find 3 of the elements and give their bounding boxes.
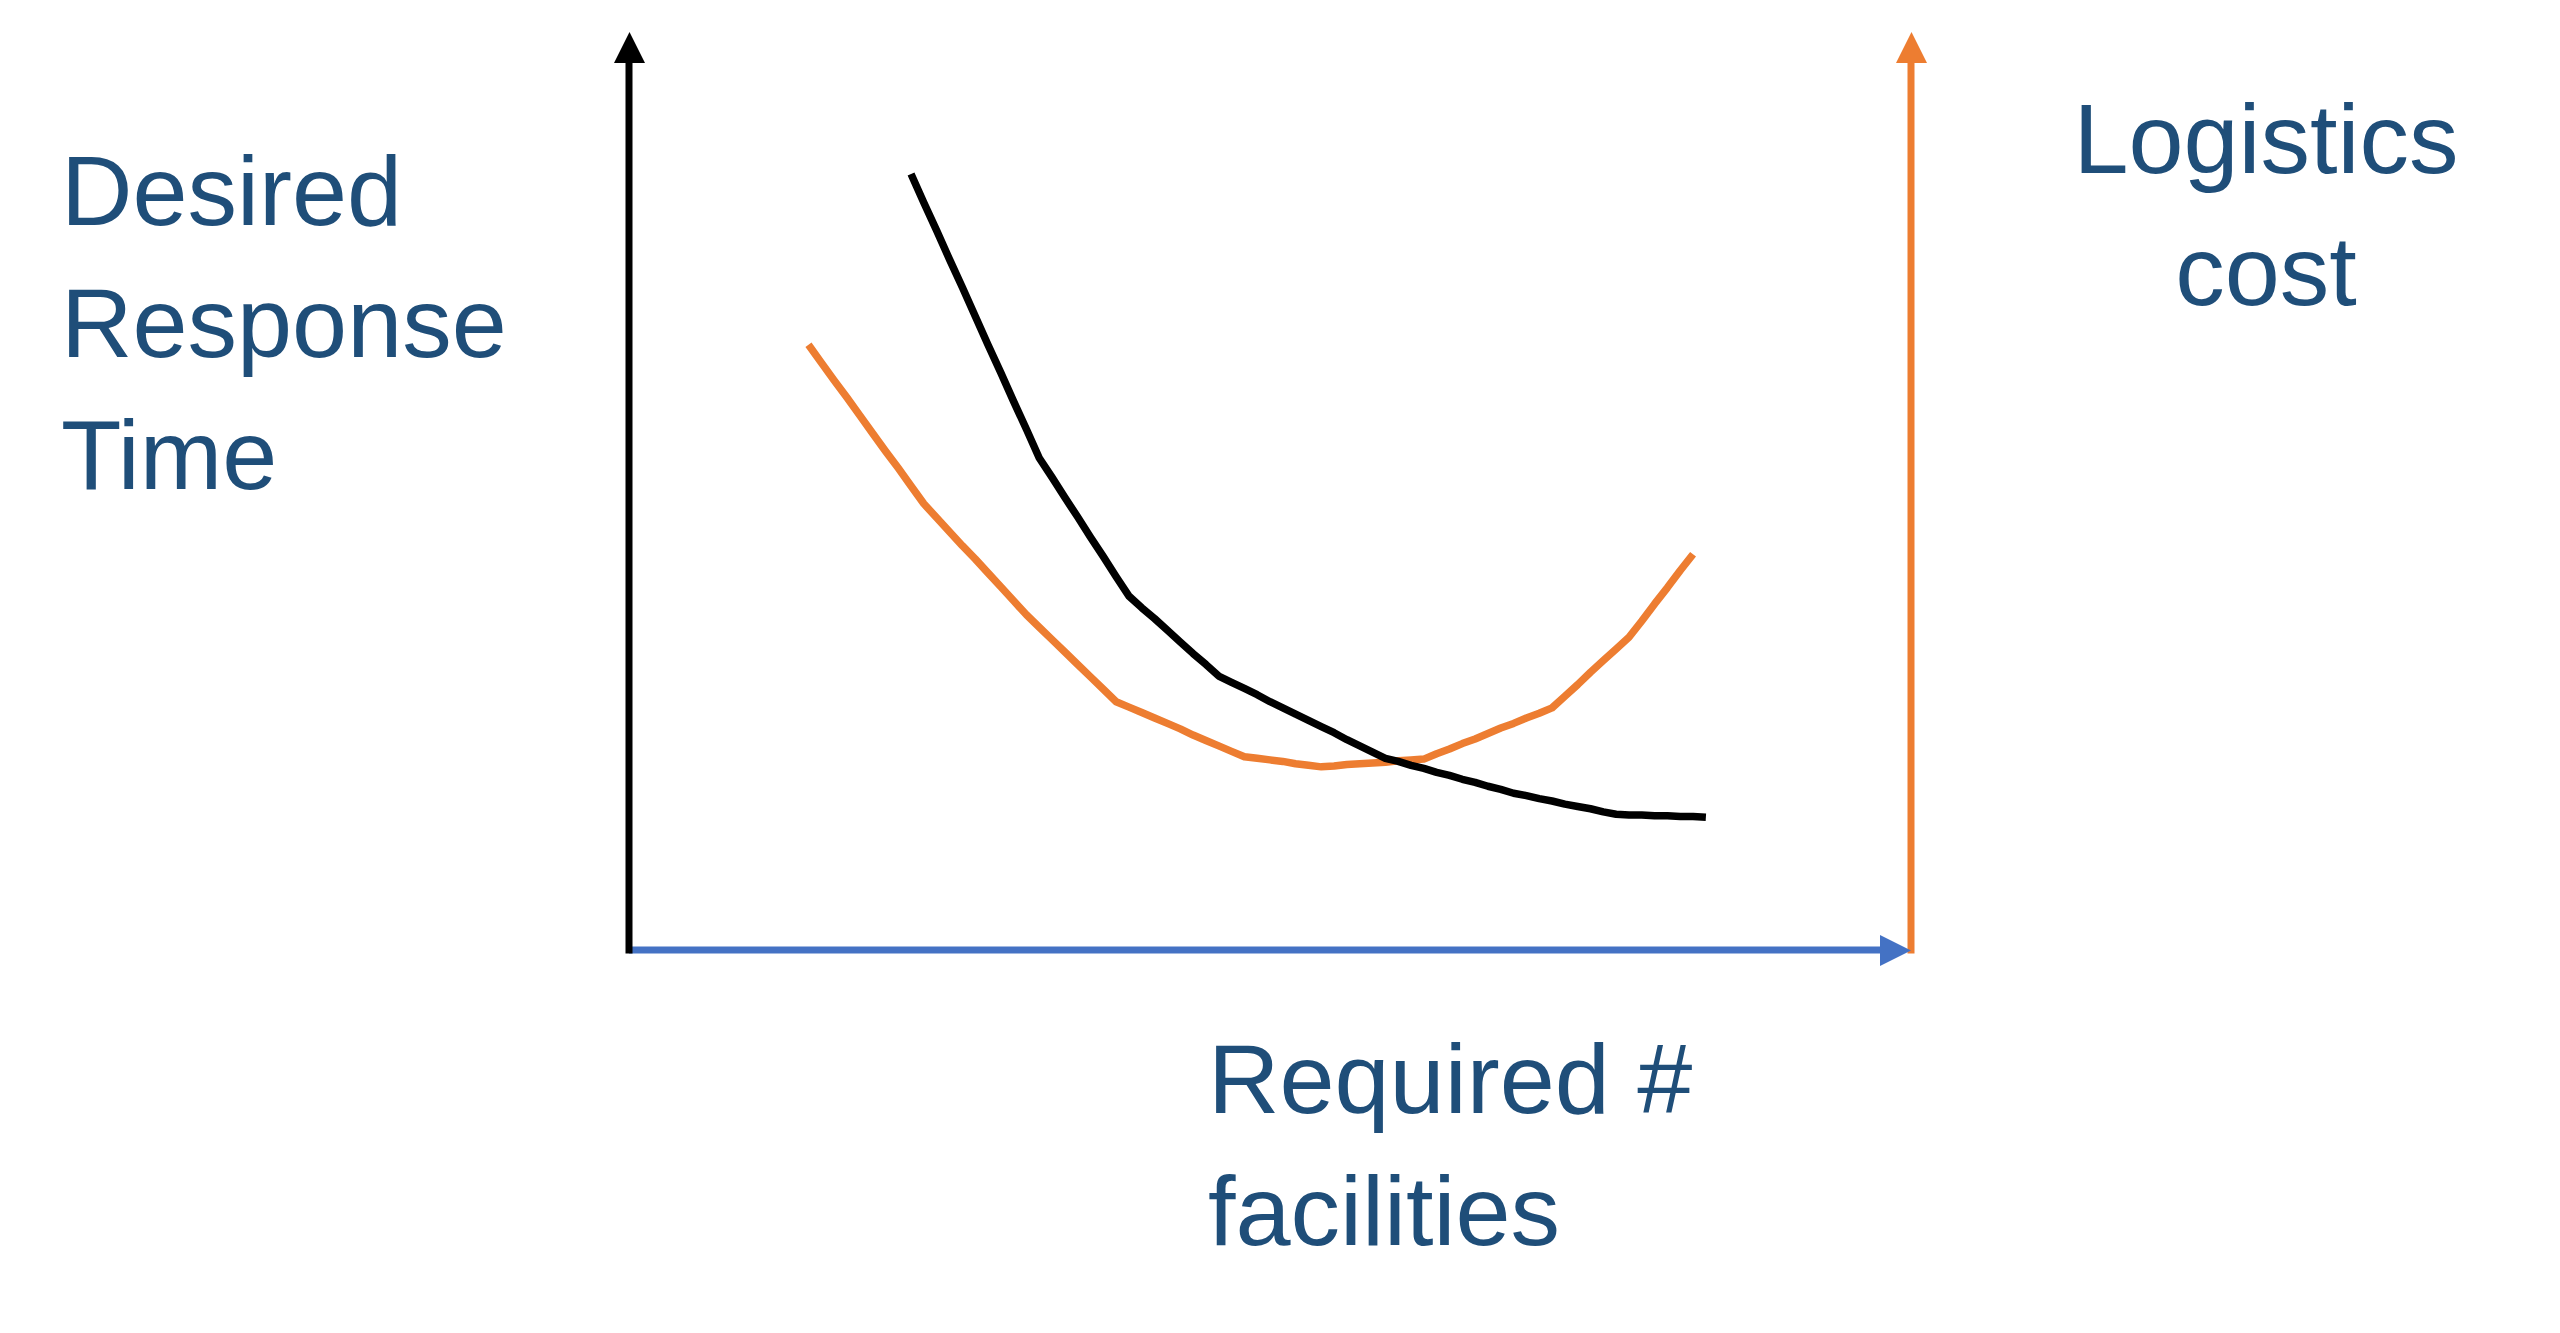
y2-axis-title: Logistics cost — [2072, 82, 2460, 328]
y-axis-title: Desired Response Time — [61, 134, 508, 512]
x-axis-title: Required # facilities — [1208, 1022, 1694, 1268]
